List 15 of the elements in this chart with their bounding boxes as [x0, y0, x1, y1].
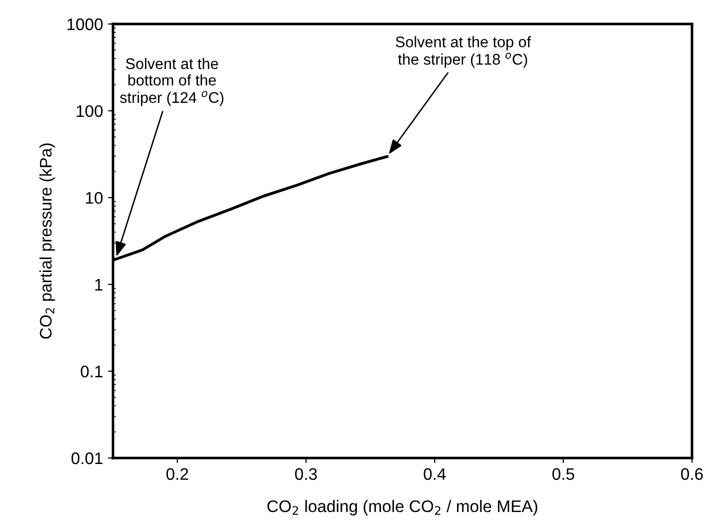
x-tick-label: 0.6	[681, 468, 703, 480]
y-tick-label: 1	[95, 278, 102, 290]
y-tick-label: 10	[86, 192, 103, 204]
y-tick-label: 0.1	[80, 366, 102, 378]
annotation: Solvent at the bottom of the striper (124 $^{o}$C)	[120, 58, 224, 106]
y-axis-title: CO$_{2}$ partial pressure (kPa)	[39, 144, 55, 339]
x-tick-label: 0.5	[552, 468, 574, 480]
x-tick-label: 0.4	[424, 468, 446, 480]
x-tick-label: 0.3	[295, 468, 317, 480]
annotation: Solvent at the top of the striper (118 $^{o}$C)	[396, 36, 531, 68]
x-axis-title: CO$_{2}$ loading (mole CO$_{2}$ / mole MEA)	[267, 500, 538, 516]
y-tick-label: 100	[76, 105, 103, 118]
y-tick-label: 1000	[67, 18, 103, 30]
x-tick-label: 0.2	[166, 468, 188, 480]
y-tick-label: 0.01	[71, 452, 102, 464]
